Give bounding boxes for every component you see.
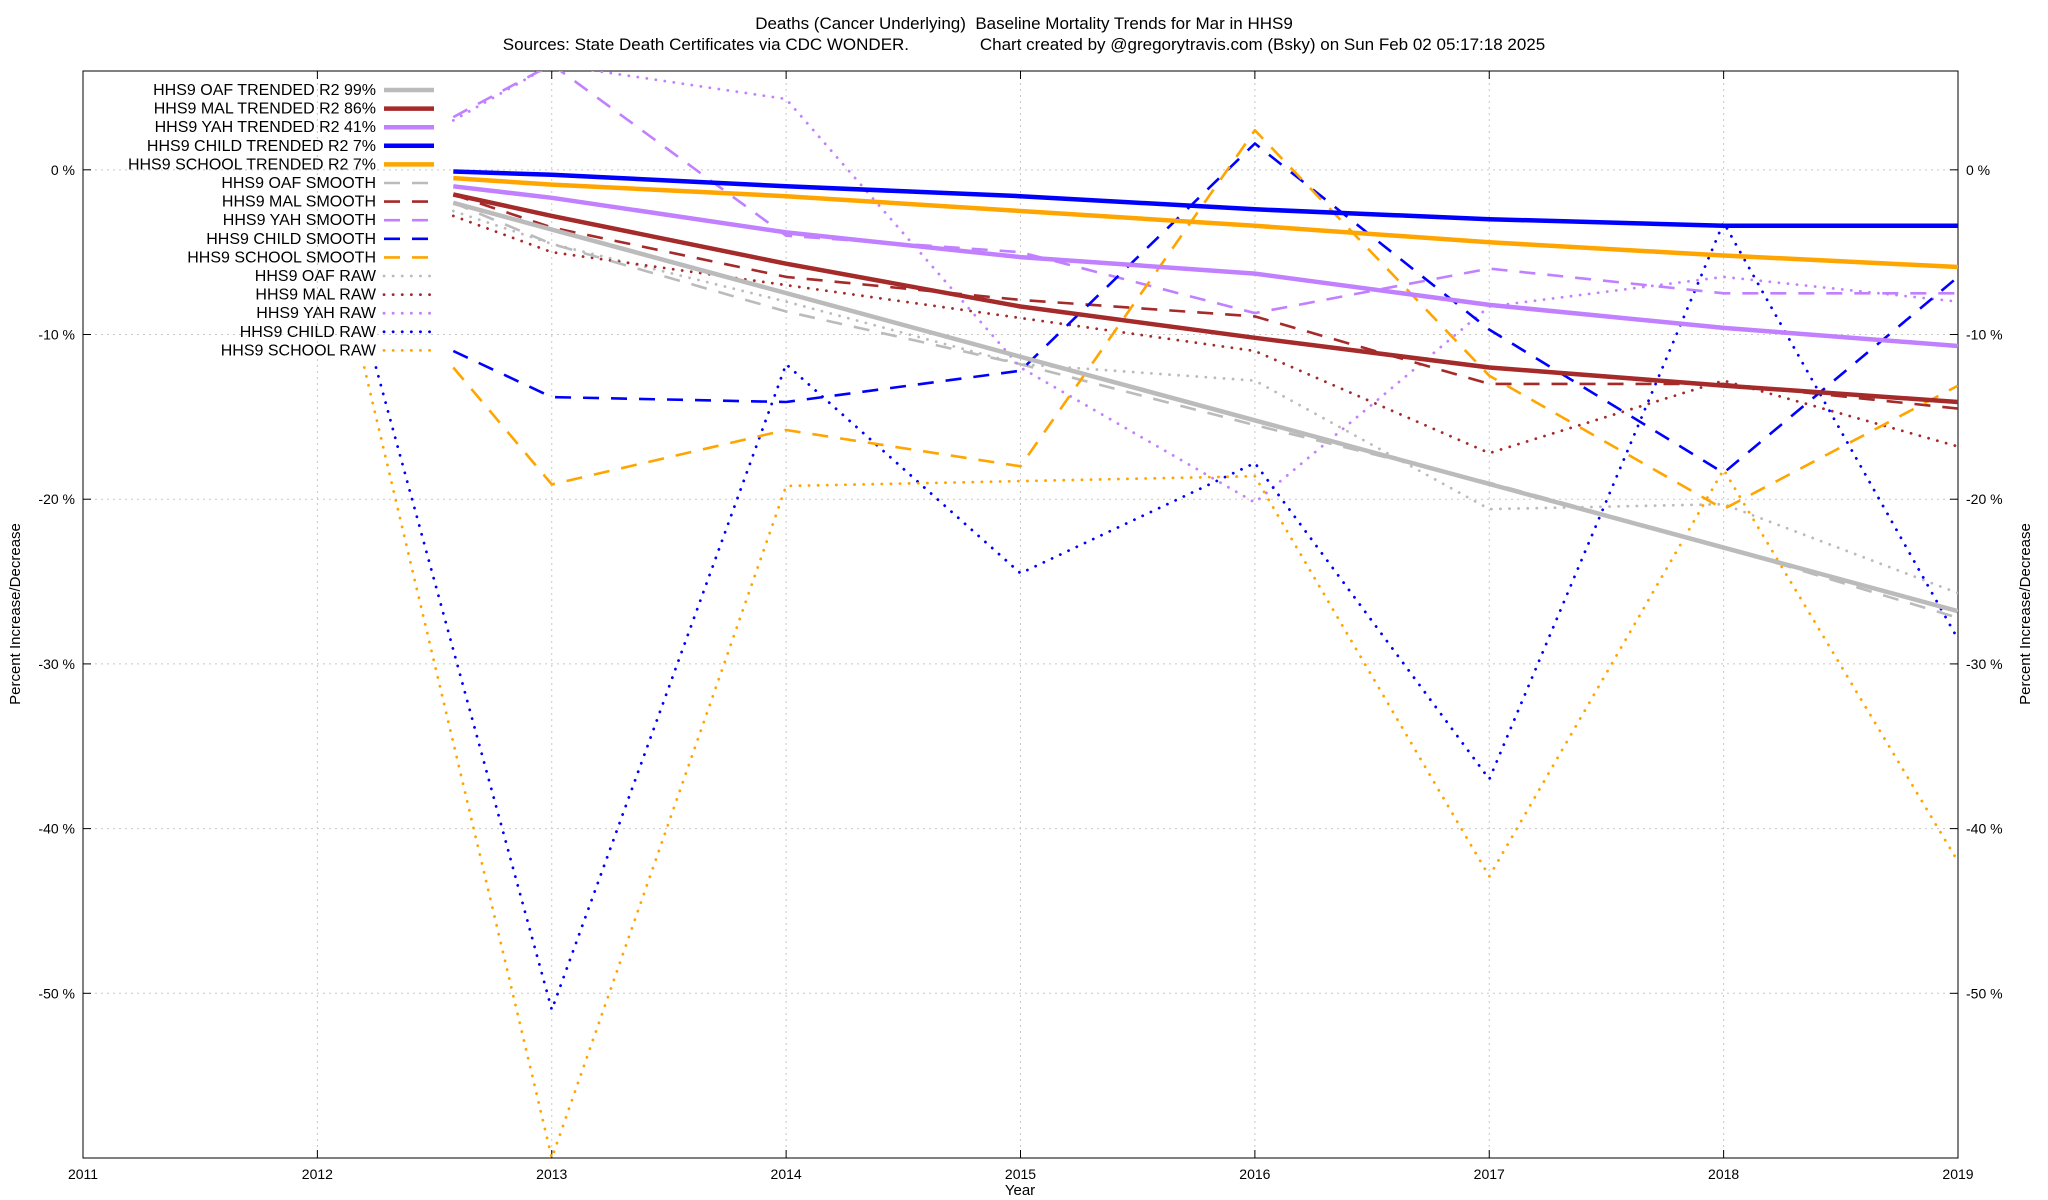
y-axis-label: Percent Increase/Decrease — [7, 523, 24, 705]
x-tick-label: 2017 — [1474, 1166, 1505, 1182]
x-axis-label: Year — [1005, 1182, 1035, 1199]
series-line-hhs9-child-smooth — [452, 142, 1958, 475]
legend-label: HHS9 CHILD TRENDED R2 7% — [147, 138, 376, 155]
y2-tick-label: -10 % — [1966, 327, 2003, 343]
legend-label: HHS9 MAL SMOOTH — [222, 194, 376, 211]
x-tick-label: 2013 — [536, 1166, 567, 1182]
y2-tick-label: -50 % — [1966, 985, 2003, 1001]
y2-tick-label: -20 % — [1966, 491, 2003, 507]
series-lines — [362, 71, 1958, 1158]
series-line-hhs9-school-trended-r2 — [453, 175, 1958, 270]
legend-label: HHS9 SCHOOL RAW — [221, 342, 377, 359]
x-tick-label: 2018 — [1708, 1166, 1739, 1182]
y-tick-label: -10 % — [38, 327, 75, 343]
y2-tick-label: -40 % — [1966, 821, 2003, 837]
series-line-hhs9-mal-trended-r2 — [452, 192, 1958, 405]
series-line-hhs9-school-raw — [362, 366, 1958, 1158]
legend-label: HHS9 SCHOOL TRENDED R2 7% — [128, 156, 376, 173]
x-tick-label: 2016 — [1239, 1166, 1270, 1182]
legend-label: HHS9 YAH SMOOTH — [223, 212, 376, 229]
series-line-hhs9-oaf-trended-r2 — [452, 200, 1958, 614]
y-tick-label: -50 % — [38, 985, 75, 1001]
x-tick-label: 2019 — [1942, 1166, 1973, 1182]
legend-label: HHS9 OAF SMOOTH — [221, 175, 376, 192]
x-tick-label: 2015 — [1005, 1166, 1036, 1182]
series-line-hhs9-oaf-smooth — [452, 201, 1958, 620]
series-line-hhs9-mal-smooth — [452, 193, 1958, 410]
axes: 2011 2012 2013 2014 2015 2016 2017 2018 2019 0 % 0… — [38, 70, 2003, 1182]
series-line-hhs9-child-raw — [374, 221, 1958, 1012]
legend-label: HHS9 OAF TRENDED R2 99% — [153, 82, 376, 99]
legend-label: HHS9 CHILD RAW — [240, 324, 377, 341]
series-line-hhs9-yah-raw — [451, 71, 1958, 504]
series-line-hhs9-child-trended-r2 — [453, 169, 1958, 229]
legend-label: HHS9 SCHOOL SMOOTH — [187, 249, 376, 266]
chart-title: Deaths (Cancer Underlying) Baseline Mort… — [755, 14, 1293, 33]
chart-subtitle: Sources: State Death Certificates via CD… — [502, 35, 1546, 54]
y-tick-label: -30 % — [38, 656, 75, 672]
legend-label: HHS9 OAF RAW — [255, 268, 377, 285]
plot-frame — [82, 70, 1959, 1159]
y-tick-label: -40 % — [38, 821, 75, 837]
y2-tick-label: -30 % — [1966, 656, 2003, 672]
legend: HHS9 OAF TRENDED R2 99% HHS9 MAL TRENDED … — [128, 82, 436, 359]
legend-label: HHS9 YAH RAW — [256, 305, 377, 322]
series-line-hhs9-yah-trended-r2 — [453, 184, 1958, 349]
y2-axis-label: Percent Increase/Decrease — [2017, 523, 2034, 705]
y-tick-label: 0 % — [51, 162, 75, 178]
legend-label: HHS9 MAL TRENDED R2 86% — [154, 101, 376, 118]
series-line-hhs9-mal-raw — [451, 214, 1958, 455]
series-line-hhs9-yah-smooth — [452, 71, 1958, 315]
legend-label: HHS9 MAL RAW — [255, 287, 377, 304]
x-tick-label: 2012 — [302, 1166, 333, 1182]
x-tick-label: 2011 — [68, 1166, 98, 1182]
series-line-hhs9-school-smooth — [452, 129, 1958, 511]
x-tick-label: 2014 — [771, 1166, 802, 1182]
y2-tick-label: 0 % — [1966, 162, 1990, 178]
legend-label: HHS9 CHILD SMOOTH — [206, 231, 376, 248]
y-tick-label: -20 % — [38, 491, 75, 507]
legend-label: HHS9 YAH TRENDED R2 41% — [155, 119, 376, 136]
